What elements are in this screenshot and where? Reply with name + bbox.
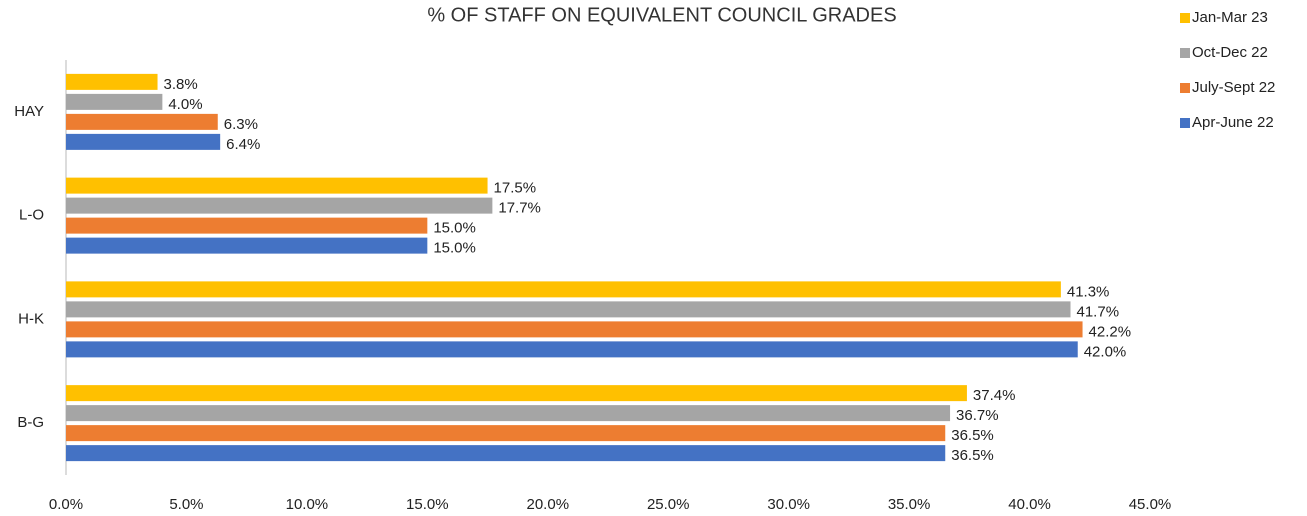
value-label: 36.7% [956,407,999,424]
value-label: 42.0% [1084,343,1127,360]
value-label: 17.7% [498,200,541,217]
bar [66,217,428,234]
x-tick-label: 20.0% [527,496,570,513]
bar [66,281,1061,298]
y-tick-label: H-K [18,310,44,327]
legend-label: Jan-Mar 23 [1192,9,1268,26]
bar [66,385,967,402]
y-tick-label: L-O [19,207,44,224]
bar [66,113,218,130]
bar [66,445,946,462]
bar [66,341,1078,358]
value-label: 4.0% [168,96,202,113]
x-tick-label: 5.0% [169,496,203,513]
legend-label: July-Sept 22 [1192,79,1275,96]
value-label: 15.0% [433,220,476,237]
bar [66,197,493,214]
value-label: 6.3% [224,116,258,133]
value-label: 3.8% [164,76,198,93]
bar [66,425,946,442]
bar [66,405,951,422]
value-label: 15.0% [433,240,476,257]
bar [66,133,221,150]
value-label: 42.2% [1089,323,1132,340]
legend-swatch [1180,118,1190,128]
x-tick-label: 15.0% [406,496,449,513]
y-tick-label: HAY [14,103,44,120]
value-label: 41.7% [1077,303,1120,320]
value-label: 36.5% [951,447,994,464]
bar [66,73,158,90]
value-label: 41.3% [1067,283,1110,300]
bar [66,177,488,194]
bar [66,301,1071,318]
legend-swatch [1180,13,1190,23]
x-tick-label: 10.0% [286,496,329,513]
bar [66,321,1083,338]
value-label: 17.5% [494,180,537,197]
legend-swatch [1180,83,1190,93]
x-tick-label: 35.0% [888,496,931,513]
value-label: 6.4% [226,136,260,153]
x-tick-label: 25.0% [647,496,690,513]
chart-title: % OF STAFF ON EQUIVALENT COUNCIL GRADES [427,4,896,26]
x-tick-label: 30.0% [767,496,810,513]
y-tick-label: B-G [17,414,44,431]
value-label: 36.5% [951,427,994,444]
legend-swatch [1180,48,1190,58]
bar [66,93,163,110]
x-tick-label: 45.0% [1129,496,1172,513]
bar [66,237,428,254]
x-tick-label: 0.0% [49,496,83,513]
x-tick-label: 40.0% [1008,496,1051,513]
legend-label: Apr-June 22 [1192,114,1274,131]
value-label: 37.4% [973,387,1016,404]
legend-label: Oct-Dec 22 [1192,44,1268,61]
